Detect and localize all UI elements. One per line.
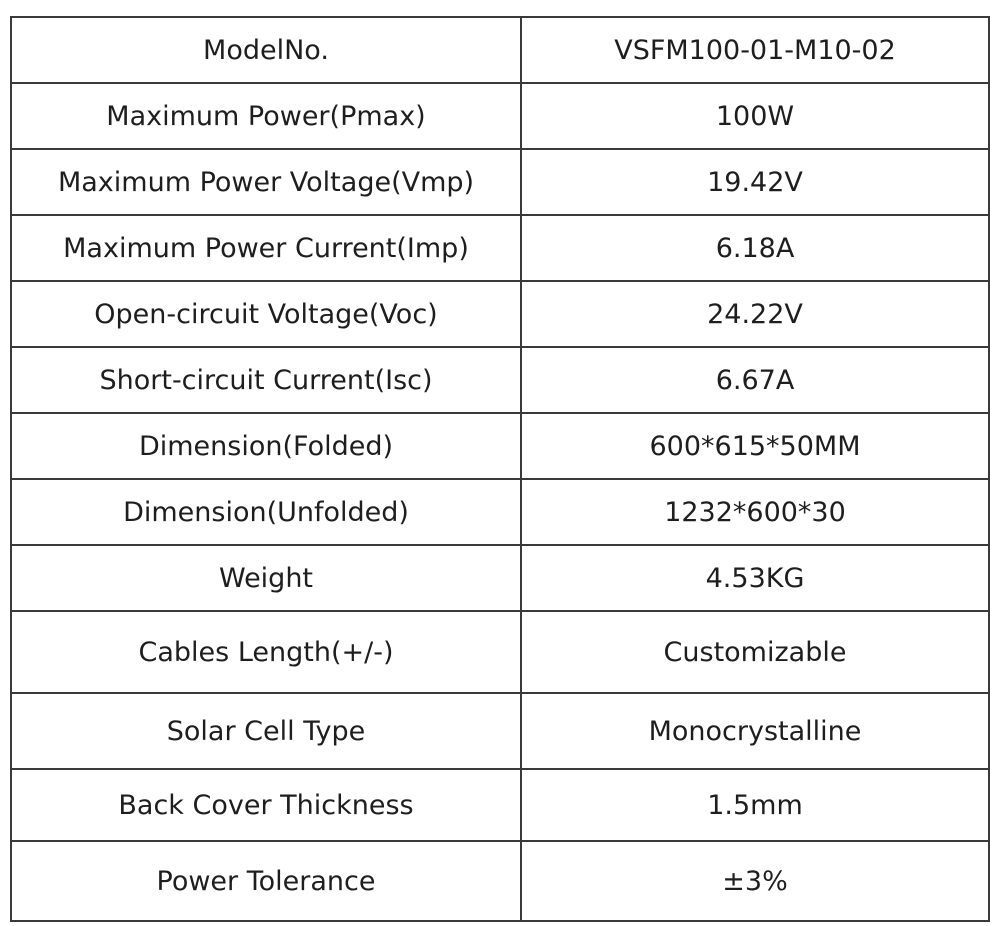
spec-value: 600*615*50MM xyxy=(520,412,990,480)
spec-label: Solar Cell Type xyxy=(10,692,522,770)
table-row: Dimension(Folded) 600*615*50MM xyxy=(10,412,990,480)
spec-value: 24.22V xyxy=(520,280,990,348)
spec-label: Cables Length(+/-) xyxy=(10,610,522,694)
spec-label: Dimension(Unfolded) xyxy=(10,478,522,546)
table-row: Maximum Power(Pmax) 100W xyxy=(10,82,990,150)
spec-value: 19.42V xyxy=(520,148,990,216)
spec-label: Open-circuit Voltage(Voc) xyxy=(10,280,522,348)
spec-value: 1.5mm xyxy=(520,768,990,842)
spec-label: Maximum Power Voltage(Vmp) xyxy=(10,148,522,216)
spec-label: Dimension(Folded) xyxy=(10,412,522,480)
table-row: Back Cover Thickness 1.5mm xyxy=(10,768,990,842)
spec-value: Customizable xyxy=(520,610,990,694)
table-row: Maximum Power Voltage(Vmp) 19.42V xyxy=(10,148,990,216)
table-row: Cables Length(+/-) Customizable xyxy=(10,610,990,694)
spec-label: Short-circuit Current(Isc) xyxy=(10,346,522,414)
spec-value: 4.53KG xyxy=(520,544,990,612)
table-row: Solar Cell Type Monocrystalline xyxy=(10,692,990,770)
spec-value: 6.67A xyxy=(520,346,990,414)
spec-value: Monocrystalline xyxy=(520,692,990,770)
table-row: Maximum Power Current(Imp) 6.18A xyxy=(10,214,990,282)
table-row: Dimension(Unfolded) 1232*600*30 xyxy=(10,478,990,546)
spec-label: Weight xyxy=(10,544,522,612)
table-row: Power Tolerance ±3% xyxy=(10,840,990,922)
spec-label: Back Cover Thickness xyxy=(10,768,522,842)
spec-value: 100W xyxy=(520,82,990,150)
spec-label: Power Tolerance xyxy=(10,840,522,922)
table-body: ModelNo. VSFM100-01-M10-02 Maximum Power(P… xyxy=(10,16,990,922)
spec-label: Maximum Power(Pmax) xyxy=(10,82,522,150)
spec-label: ModelNo. xyxy=(10,16,522,84)
table-row: ModelNo. VSFM100-01-M10-02 xyxy=(10,16,990,84)
spec-table: ModelNo. VSFM100-01-M10-02 Maximum Power(P… xyxy=(10,16,990,922)
spec-value: 1232*600*30 xyxy=(520,478,990,546)
spec-value: 6.18A xyxy=(520,214,990,282)
table-row: Short-circuit Current(Isc) 6.67A xyxy=(10,346,990,414)
spec-value: VSFM100-01-M10-02 xyxy=(520,16,990,84)
spec-value: ±3% xyxy=(520,840,990,922)
table-row: Weight 4.53KG xyxy=(10,544,990,612)
table-row: Open-circuit Voltage(Voc) 24.22V xyxy=(10,280,990,348)
spec-label: Maximum Power Current(Imp) xyxy=(10,214,522,282)
